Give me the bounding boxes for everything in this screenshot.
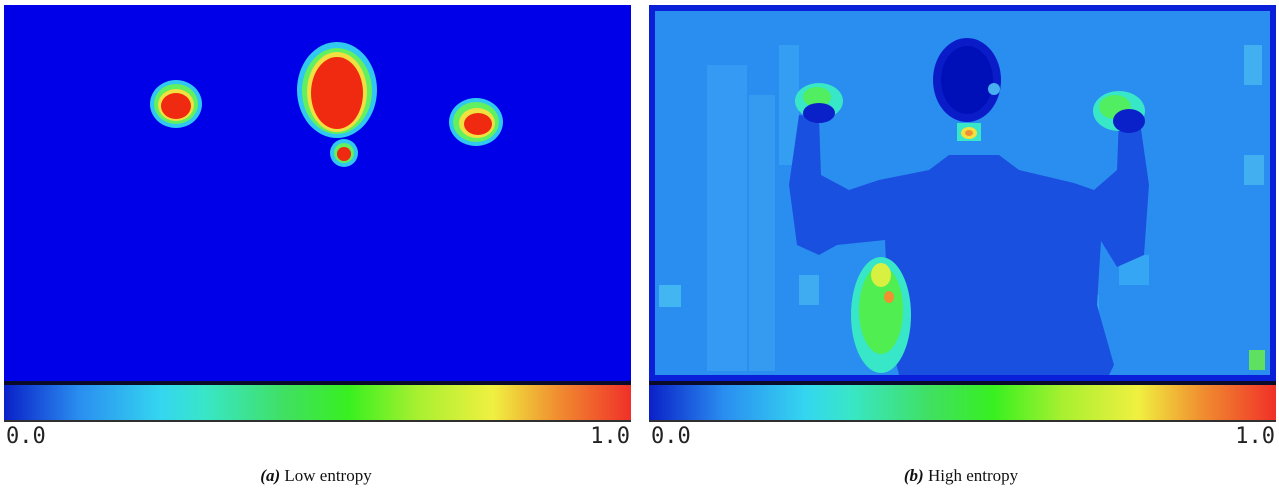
colorbar-baseline	[4, 420, 631, 422]
caption-a: (a) Low entropy	[0, 466, 632, 486]
colorbar-separator	[649, 381, 1276, 385]
figure-panel-a: 0.0 1.0 (a) Low entropy	[0, 0, 632, 495]
high-entropy-heatmap	[649, 5, 1276, 381]
colorbar-min-label: 0.0	[651, 424, 691, 449]
colorbar-separator	[4, 381, 631, 385]
colorbar-baseline	[649, 420, 1276, 422]
colorbar-max-label: 1.0	[1235, 424, 1275, 449]
figure-panel-b: 0.0 1.0 (b) High entropy	[645, 0, 1277, 495]
colorbar-max-label: 1.0	[590, 424, 630, 449]
caption-label: (b)	[903, 466, 924, 485]
caption-text: High entropy	[927, 466, 1019, 485]
caption-b: (b) High entropy	[645, 466, 1277, 486]
caption-label: (a)	[260, 466, 281, 485]
colorbar	[4, 385, 631, 420]
low-entropy-heatmap	[4, 5, 631, 381]
colorbar-min-label: 0.0	[6, 424, 46, 449]
caption-text: Low entropy	[284, 466, 372, 485]
colorbar	[649, 385, 1276, 420]
